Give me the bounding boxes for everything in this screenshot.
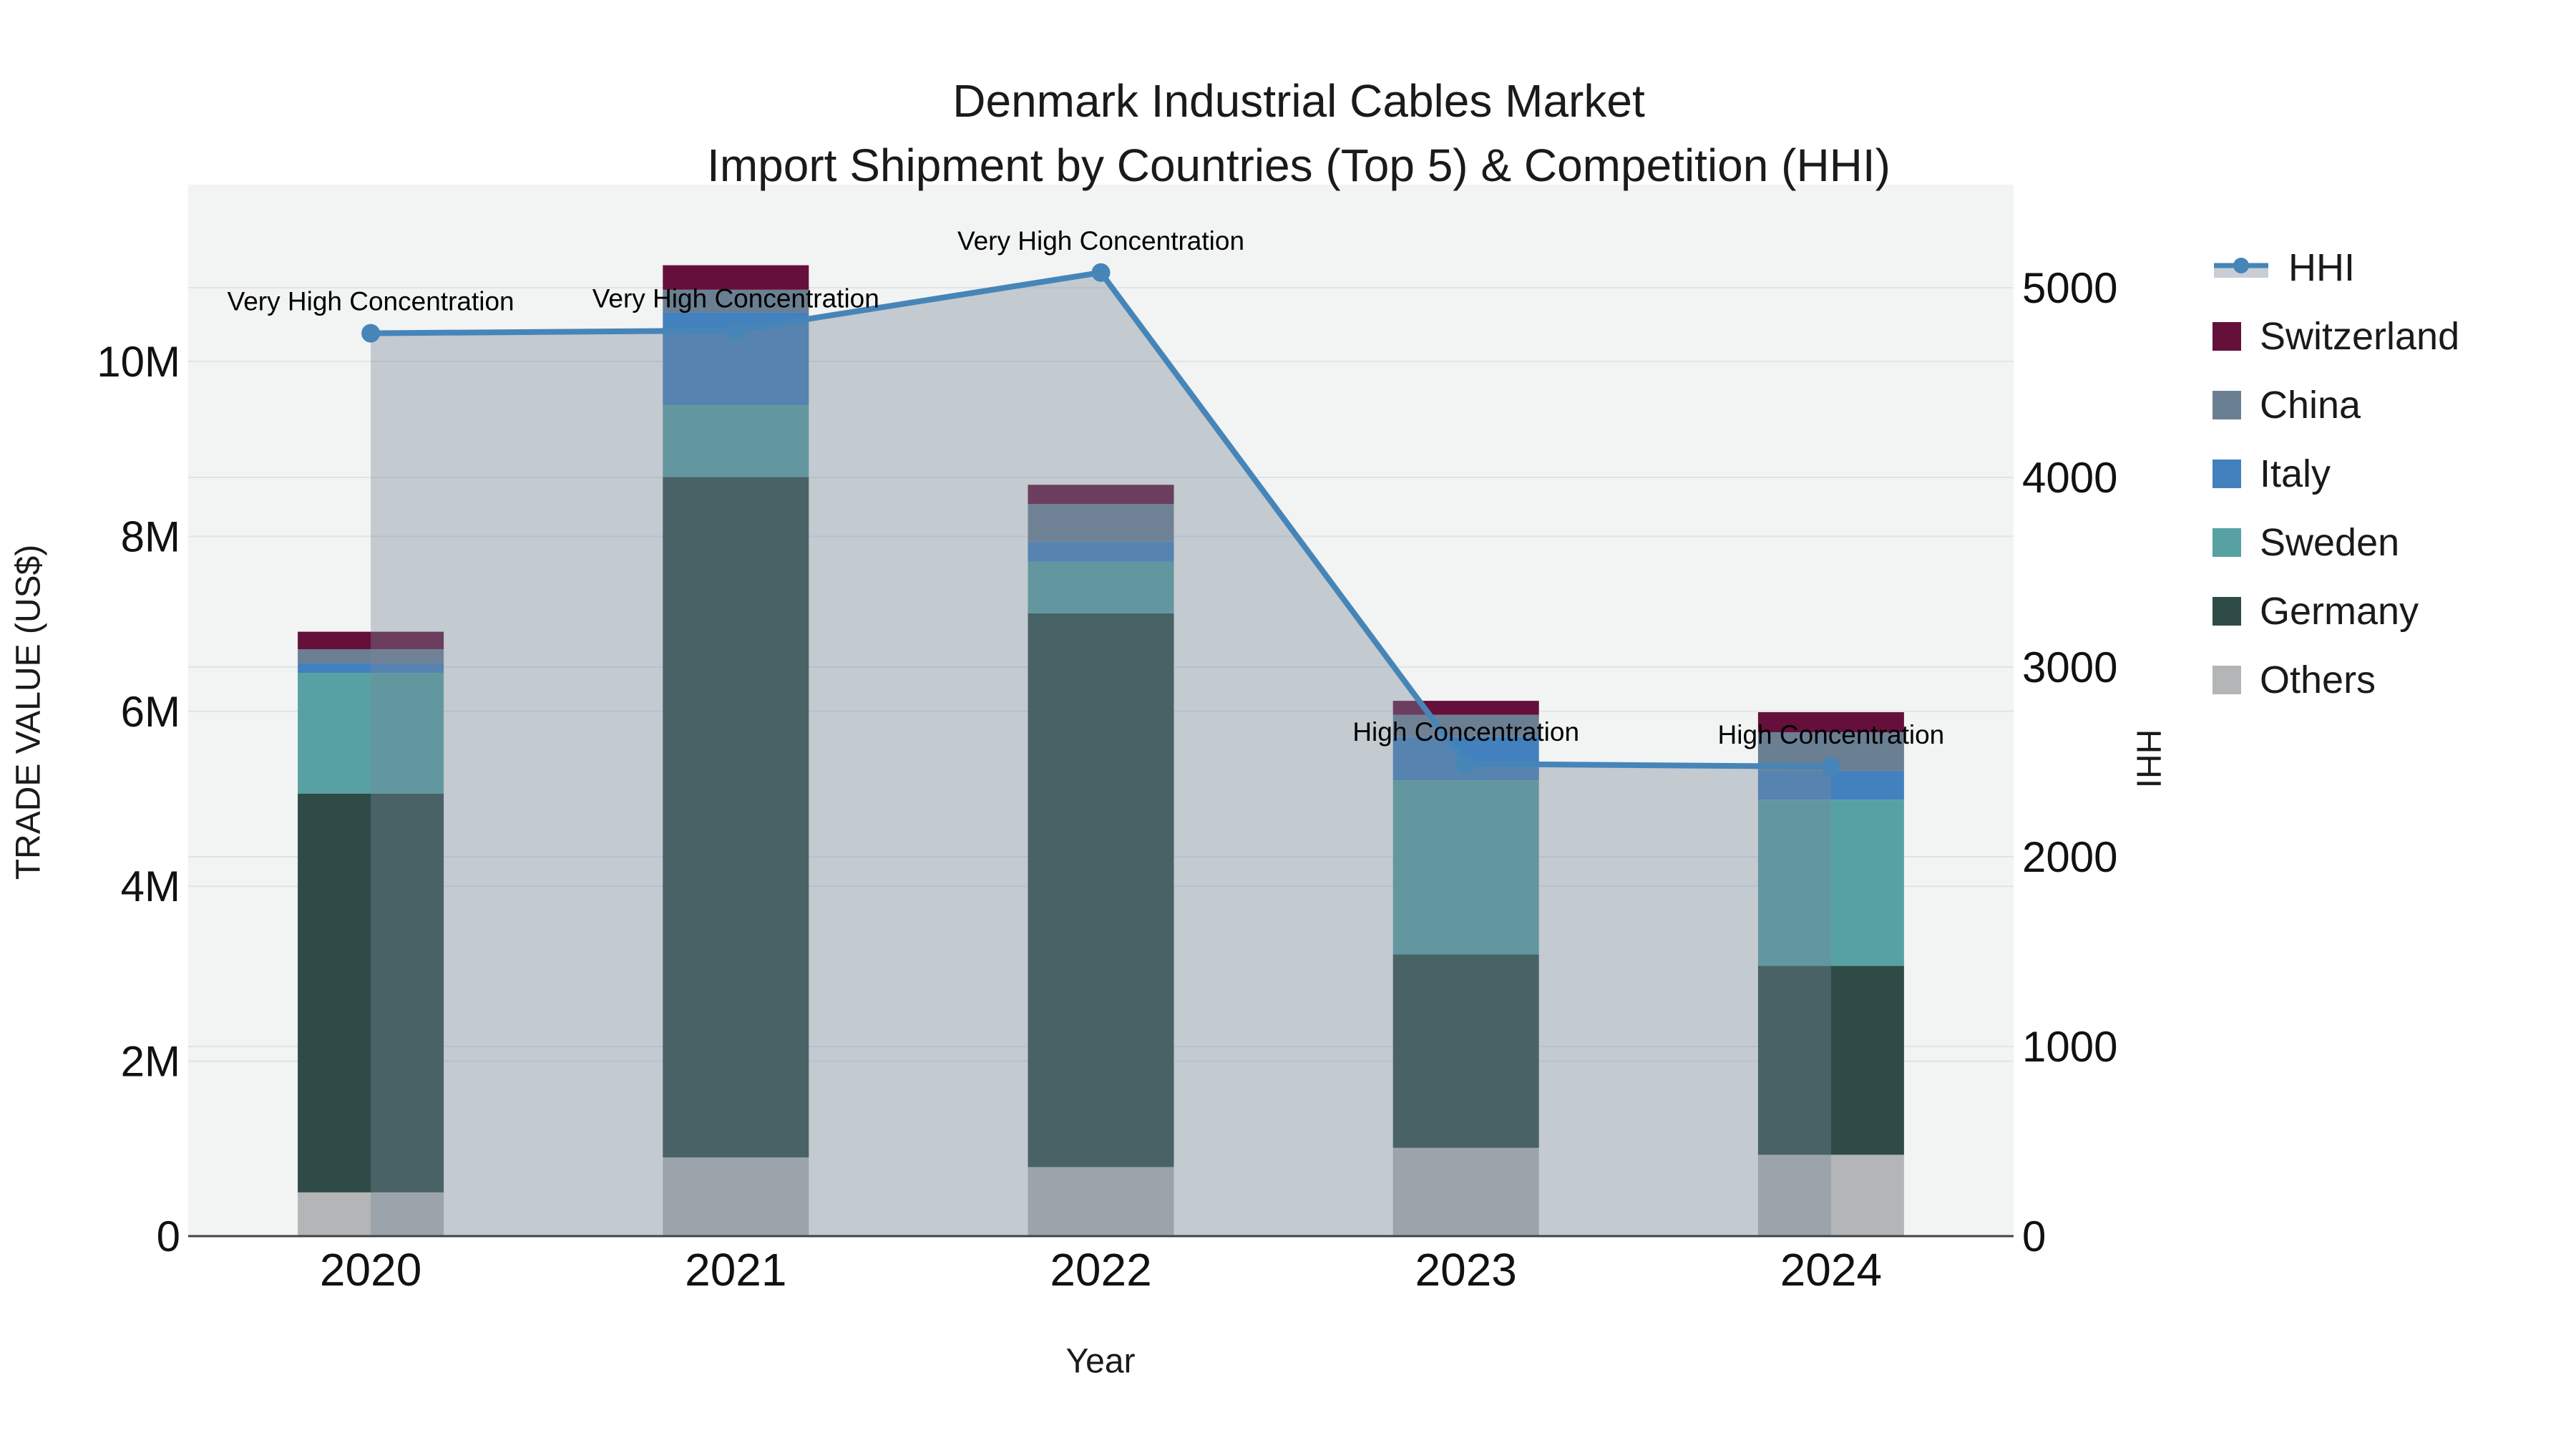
bar-segment-2024-sweden (1757, 800, 1904, 966)
y-left-tick-4M: 4M (121, 862, 180, 910)
italy-color-swatch-icon (2212, 460, 2241, 488)
bar-segment-2022-others (1028, 1167, 1174, 1236)
legend-label: Switzerland (2260, 315, 2460, 358)
x-tick-2024: 2024 (1780, 1244, 1882, 1296)
bar-segment-2022-sweden (1028, 561, 1174, 613)
bar-segment-2024-switzerland (1757, 712, 1904, 733)
bar-segment-2020-others (298, 1192, 444, 1236)
hhi-marker-2022 (1091, 263, 1111, 282)
legend-label: Italy (2260, 452, 2331, 495)
china-color-swatch-icon (2212, 391, 2241, 419)
legend-item-germany[interactable]: Germany (2212, 577, 2459, 646)
x-tick-2023: 2023 (1415, 1244, 1517, 1296)
legend-item-switzerland[interactable]: Switzerland (2212, 302, 2459, 371)
y-left-tick-0: 0 (157, 1213, 180, 1260)
bar-segment-2022-switzerland (1028, 485, 1174, 505)
y-left-tick-8M: 8M (121, 512, 180, 560)
bar-segment-2024-others (1757, 1155, 1904, 1236)
bar-segment-2023-others (1392, 1147, 1539, 1236)
chart-title: Denmark Industrial Cables Market Import … (707, 69, 1890, 198)
x-tick-2020: 2020 (320, 1244, 421, 1296)
y-axis-title-right: HHI (2129, 729, 2167, 789)
legend-label: Sweden (2260, 521, 2400, 564)
y-right-tick-3000: 3000 (2022, 643, 2117, 691)
annotation-2022: Very High Concentration (957, 226, 1244, 256)
legend-item-italy[interactable]: Italy (2212, 439, 2459, 508)
bar-segment-2022-italy (1028, 541, 1174, 562)
x-tick-2021: 2021 (685, 1244, 786, 1296)
y-right-tick-4000: 4000 (2022, 454, 2117, 502)
bar-segment-2022-china (1028, 504, 1174, 542)
others-color-swatch-icon (2212, 666, 2241, 694)
germany-color-swatch-icon (2212, 597, 2241, 626)
sweden-color-swatch-icon (2212, 528, 2241, 557)
chart-title-line2: Import Shipment by Countries (Top 5) & C… (707, 140, 1890, 191)
hhi-line-swatch-icon (2214, 258, 2268, 278)
y-axis-title-left: TRADE VALUE (US$) (9, 544, 48, 880)
legend-item-sweden[interactable]: Sweden (2212, 508, 2459, 577)
hhi-marker-2023 (1456, 754, 1475, 774)
bar-segment-2021-china (663, 289, 809, 313)
legend-item-china[interactable]: China (2212, 371, 2459, 439)
bar-segment-2021-sweden (663, 405, 809, 477)
annotation-2020: Very High Concentration (228, 287, 514, 316)
legend-item-hhi[interactable]: HHI (2212, 233, 2459, 302)
legend-label: Others (2260, 659, 2376, 701)
bar-segment-2020-germany (298, 793, 444, 1192)
y-right-tick-2000: 2000 (2022, 833, 2117, 881)
legend: HHI Switzerland China Italy Sweden Germany Oth… (2212, 233, 2459, 714)
y-right-tick-0: 0 (2022, 1213, 2046, 1260)
legend-label: HHI (2288, 246, 2355, 289)
y-right-tick-1000: 1000 (2022, 1023, 2117, 1071)
x-axis-title: Year (1065, 1342, 1136, 1381)
bar-segment-2023-china (1392, 714, 1539, 737)
legend-label: Germany (2260, 590, 2419, 633)
bar-segment-2021-switzerland (663, 265, 809, 290)
hhi-area-fill (371, 272, 1831, 1236)
hhi-marker-2020 (361, 324, 381, 343)
bar-segment-2021-germany (663, 477, 809, 1158)
hhi-marker-2024 (1821, 757, 1840, 777)
annotation-2023: High Concentration (1352, 717, 1579, 747)
bar-segment-2023-sweden (1392, 780, 1539, 955)
chart-title-line1: Denmark Industrial Cables Market (952, 75, 1645, 127)
legend-label: China (2260, 384, 2361, 427)
bar-segment-2020-sweden (298, 673, 444, 794)
legend-item-others[interactable]: Others (2212, 646, 2459, 714)
switzerland-color-swatch-icon (2212, 322, 2241, 351)
bar-segment-2023-germany (1392, 954, 1539, 1148)
y-left-tick-10M: 10M (97, 338, 180, 386)
y-left-tick-2M: 2M (121, 1038, 180, 1086)
x-tick-2022: 2022 (1050, 1244, 1151, 1296)
bar-segment-2020-italy (298, 663, 444, 674)
bar-segment-2024-germany (1757, 966, 1904, 1155)
annotation-2021: Very High Concentration (592, 284, 879, 314)
y-left-tick-6M: 6M (121, 688, 180, 736)
bar-segment-2021-others (663, 1157, 809, 1236)
bar-segment-2020-switzerland (298, 631, 444, 650)
y-right-tick-5000: 5000 (2022, 264, 2117, 312)
hhi-marker-2021 (726, 321, 746, 340)
bar-segment-2022-germany (1028, 613, 1174, 1167)
annotation-2024: High Concentration (1718, 720, 1945, 749)
bar-segment-2020-china (298, 649, 444, 664)
